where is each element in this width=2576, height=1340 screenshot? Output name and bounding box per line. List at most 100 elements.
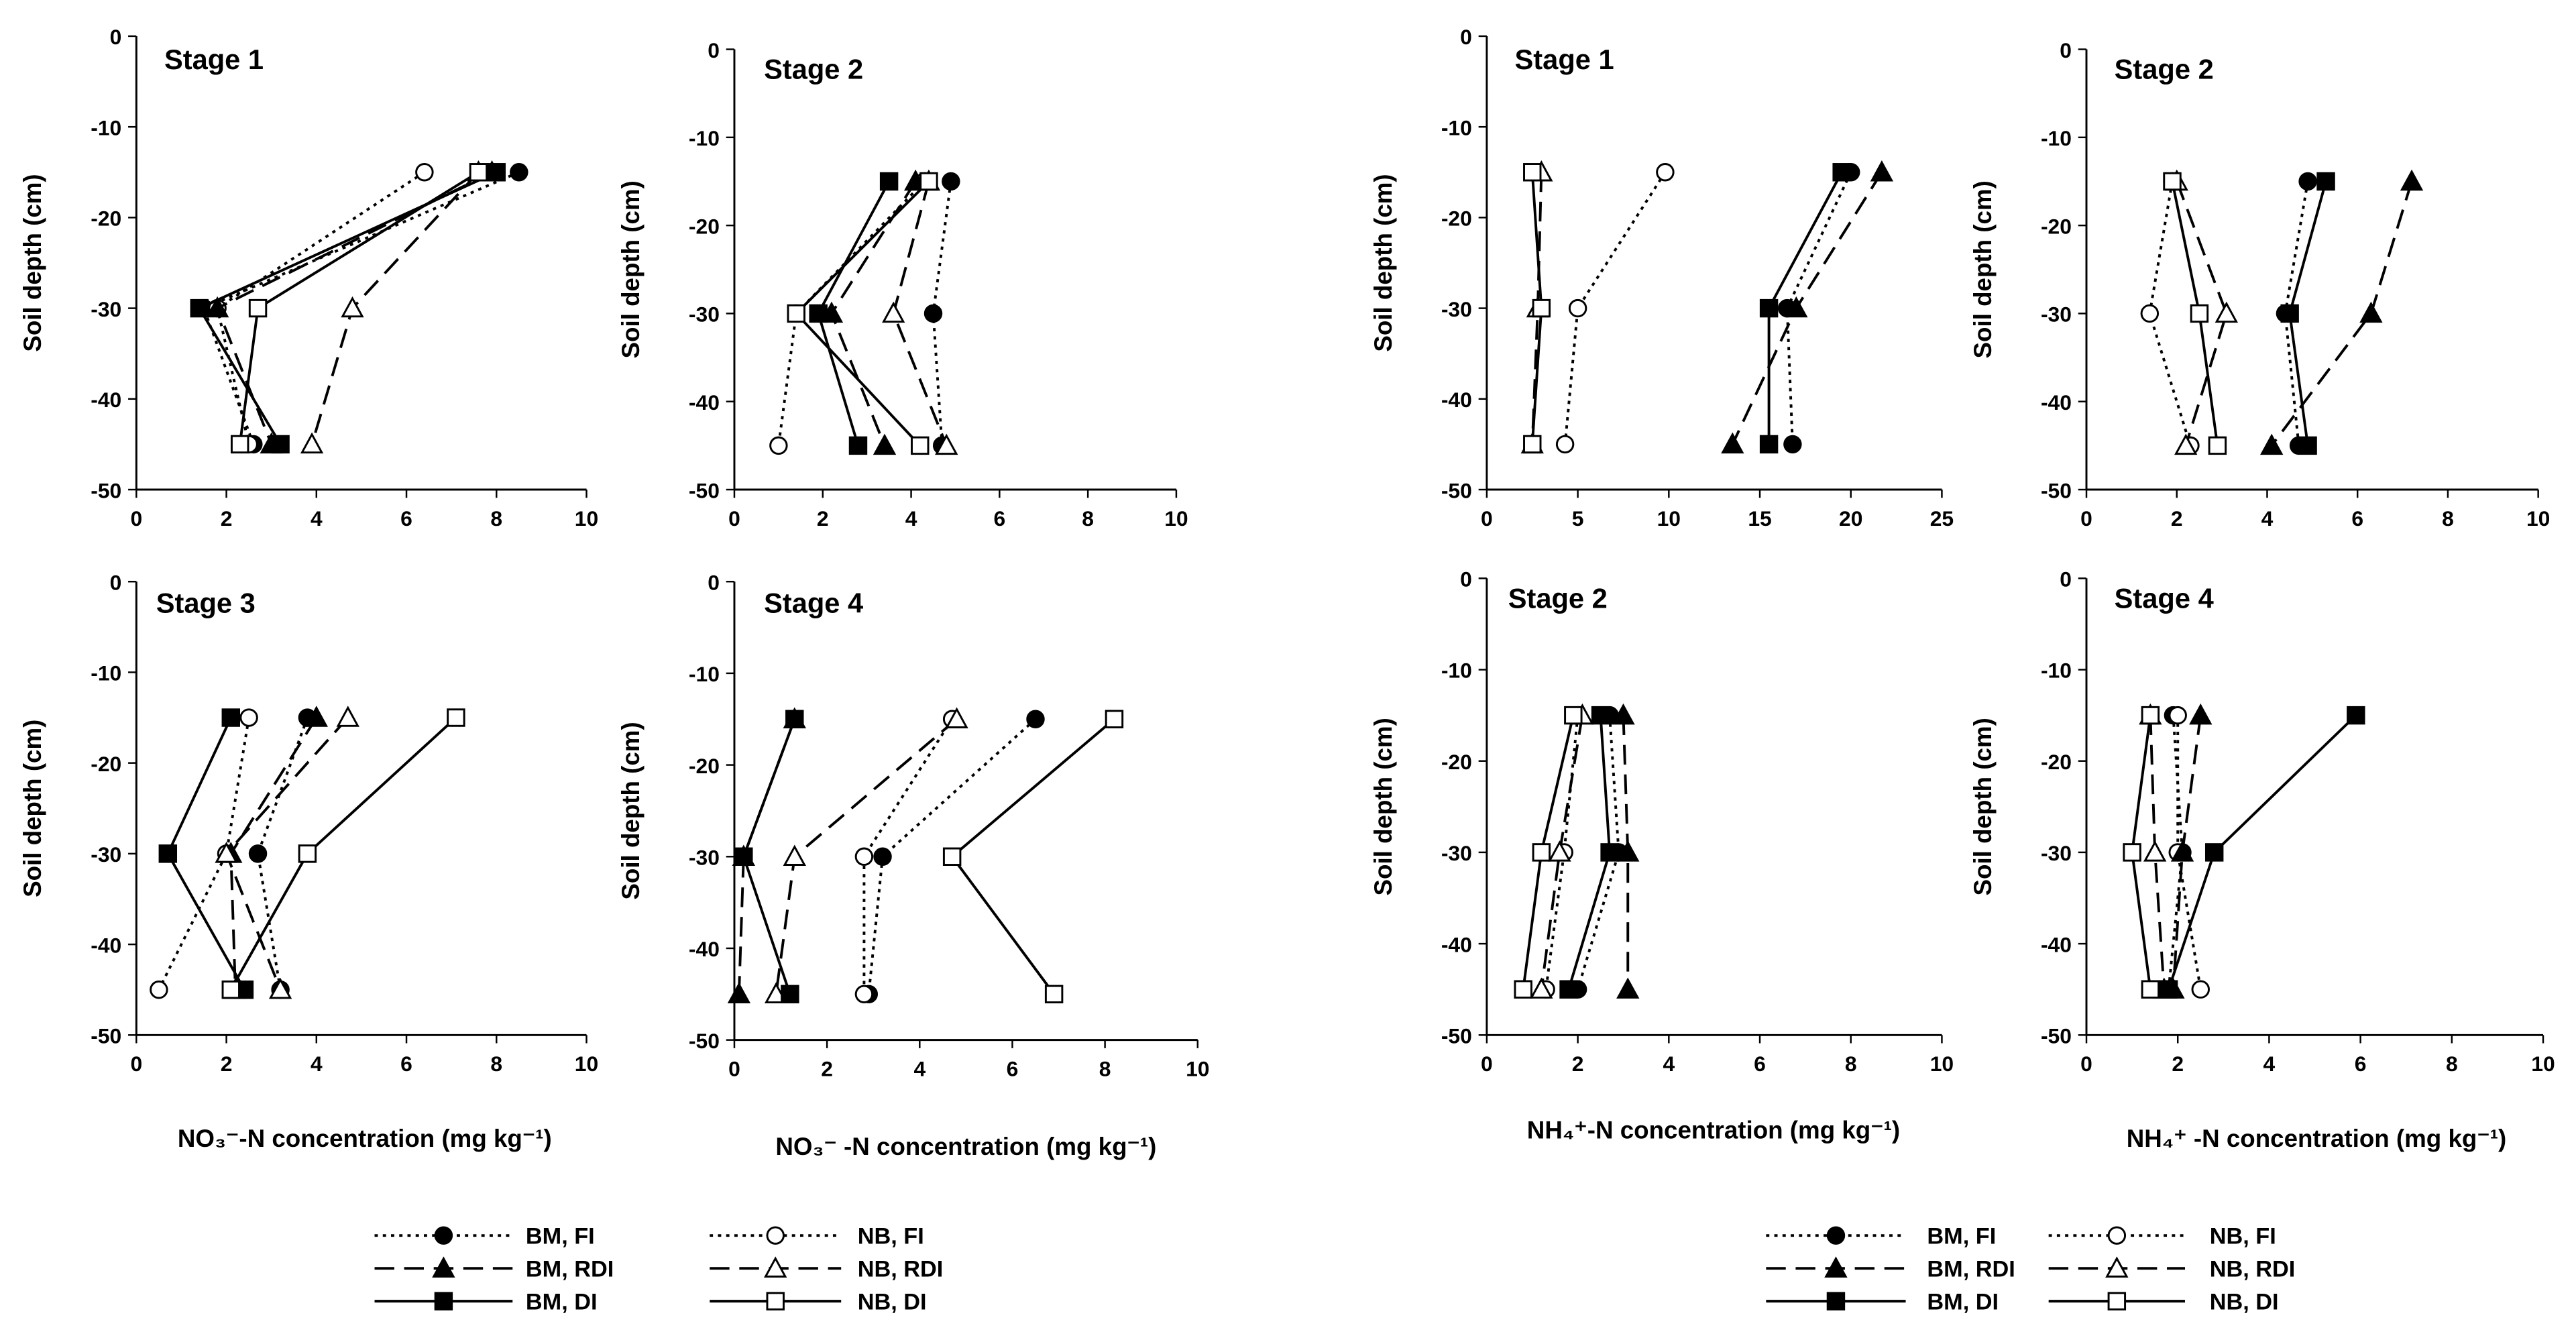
legend-label: NB, FI [858,1223,924,1249]
point [2141,980,2160,999]
x-tick-label: 2 [821,1057,833,1081]
series-line [1576,715,1620,990]
point [1826,1292,1846,1310]
point [304,706,328,727]
legend-label: NB, DI [858,1289,927,1315]
x-tick-label: 8 [2442,506,2454,531]
y-tick-label: -40 [1441,932,1472,956]
point [848,436,868,455]
point [1564,706,1583,725]
panel-title: Stage 2 [2115,54,2214,85]
legend-label: BM, DI [526,1289,598,1315]
point [190,298,209,318]
point [2168,706,2187,725]
point [239,708,258,727]
series-line [225,716,349,991]
point [432,1256,455,1278]
y-tick-label: -50 [2041,1024,2072,1048]
point [205,296,229,318]
point [2298,172,2317,191]
x-tick-label: 10 [1186,1057,1209,1081]
y-tick-label: -40 [91,933,121,957]
point [2107,1226,2127,1245]
point [935,433,958,455]
y-tick-label: -30 [91,297,121,321]
y-tick-label: -40 [2041,932,2072,956]
point [783,844,806,866]
series-line [2175,180,2228,446]
point [434,1292,453,1310]
y-tick-label: -40 [91,388,121,412]
point [1612,703,1635,725]
y-tick-label: 0 [110,570,122,594]
y-tick-label: -50 [689,478,720,502]
x-tick-label: 0 [2080,1052,2092,1076]
y-tick-label: -10 [91,115,121,139]
x-tick-label: 4 [2263,1052,2276,1076]
legend-label: BM, RDI [526,1256,614,1282]
point [1568,298,1587,318]
point [1555,435,1575,454]
point [2123,843,2141,862]
legend-label: BM, DI [1927,1289,1999,1315]
point [1616,840,1640,862]
point [2189,703,2213,725]
x-tick-label: 6 [400,506,412,531]
y-tick-label: -20 [1441,207,1472,231]
point [1591,706,1610,725]
panel-title: Stage 4 [764,588,863,619]
x-axis-label: NO₃⁻ -N concentration (mg kg⁻¹) [775,1133,1156,1160]
y-axis-label: Soil depth (cm) [1969,180,1997,358]
y-tick-label: -30 [91,842,121,867]
series-line [777,180,926,446]
legend-label: NB, RDI [2210,1256,2296,1282]
point [785,710,804,728]
point [2359,301,2383,323]
y-tick-label: -20 [689,754,720,778]
series-line [950,718,1115,995]
legend-label: BM, RDI [1927,1256,2015,1282]
point [2190,304,2209,323]
y-tick-label: -20 [2041,214,2072,238]
y-tick-label: -50 [91,1024,121,1048]
x-tick-label: 8 [490,1052,502,1076]
y-tick-label: -10 [689,662,720,686]
point [1600,843,1619,862]
series-line [311,171,480,445]
x-tick-label: 8 [1099,1057,1111,1081]
point [215,842,238,863]
point [447,708,465,727]
point [221,708,240,727]
x-tick-label: 2 [221,506,233,531]
y-axis-label: Soil depth (cm) [19,174,46,351]
point [487,163,506,182]
point [1044,985,1064,1004]
y-tick-label: -50 [1441,1024,1472,1048]
y-tick-label: -40 [2041,390,2072,414]
x-tick-label: 10 [2531,1052,2555,1076]
point [230,435,249,454]
point [764,1256,787,1278]
point [341,296,364,318]
point [879,172,899,191]
point [2191,980,2210,999]
point [734,847,753,866]
point [2170,840,2194,862]
point [415,163,434,182]
point [2105,1256,2129,1278]
point [221,980,240,999]
x-tick-label: 6 [993,506,1005,531]
point [1523,435,1542,454]
point [854,985,874,1004]
series-line [2172,715,2202,990]
x-tick-label: 4 [311,1052,323,1076]
x-tick-label: 8 [490,506,502,531]
series-line [158,717,251,991]
y-tick-label: -10 [2041,126,2072,150]
x-axis-label: NH₄⁺ -N concentration (mg kg⁻¹) [2127,1125,2506,1152]
point [942,172,960,191]
y-tick-label: -10 [91,661,121,685]
point [911,436,930,455]
y-tick-label: -20 [689,214,720,238]
